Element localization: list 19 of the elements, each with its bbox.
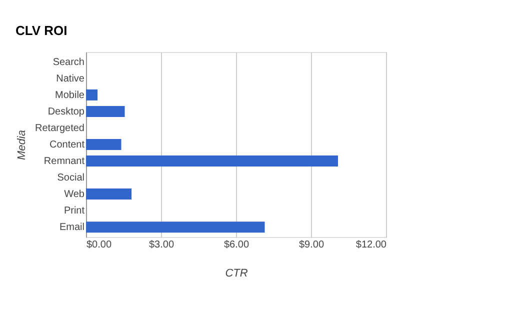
- x-axis-title: CTR: [225, 268, 248, 280]
- y-tick-label: Search: [52, 56, 84, 68]
- y-tick-label: Desktop: [48, 106, 85, 118]
- x-tick-label: $6.00: [224, 240, 250, 250]
- y-tick-label: Social: [57, 172, 84, 184]
- x-tick-label: $0.00: [86, 240, 112, 250]
- y-tick-label: Native: [56, 73, 85, 84]
- y-tick-label: Mobile: [55, 90, 85, 101]
- y-tick-label: Retargeted: [35, 122, 84, 134]
- y-tick-label: Content: [49, 140, 85, 150]
- x-tick-label: $3.00: [148, 240, 174, 250]
- chart-title: CLV ROI: [16, 23, 68, 38]
- y-tick-label: Web: [64, 189, 85, 200]
- y-tick-label: Print: [64, 206, 85, 217]
- y-axis-title: Media: [16, 130, 28, 160]
- y-tick-label: Remnant: [44, 156, 85, 168]
- y-tick-label: Email: [59, 222, 84, 234]
- x-tick-label: $9.00: [298, 240, 324, 250]
- x-tick-label: $12.00: [356, 240, 387, 250]
